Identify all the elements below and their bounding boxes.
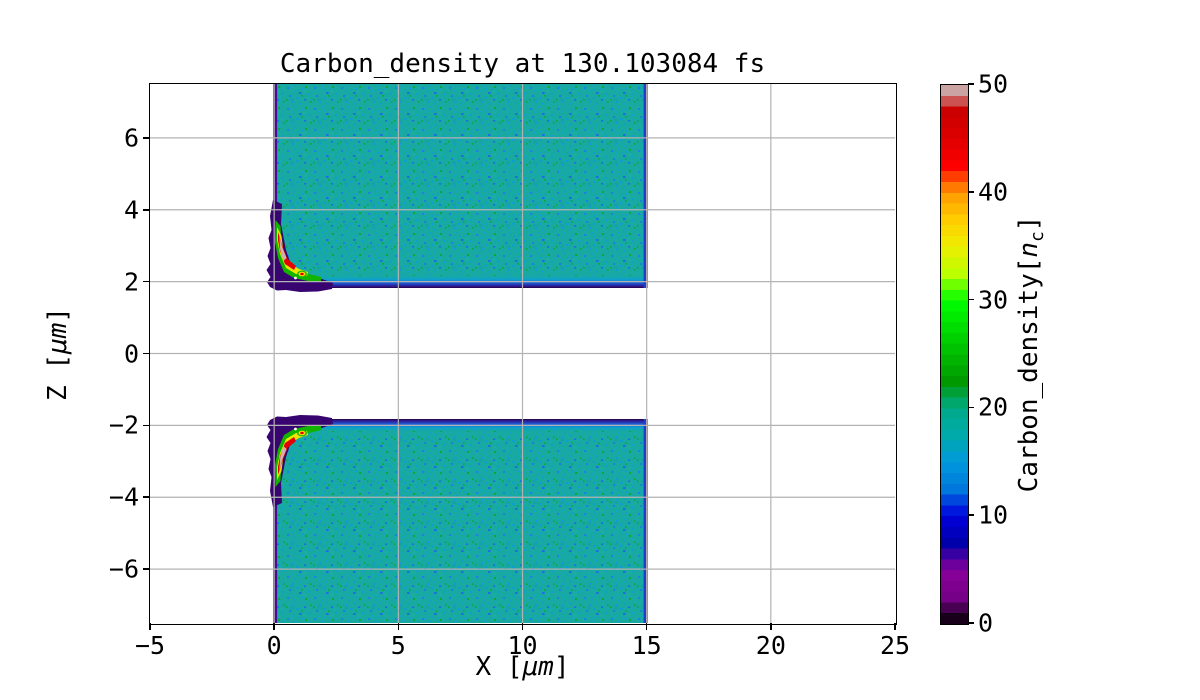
x-tick-mark [397, 623, 400, 630]
x-tick-mark [521, 623, 524, 630]
x-axis-label: X [μm] [475, 652, 570, 682]
y-tick-label: −2 [108, 410, 139, 440]
upper-slab-front-edge [274, 84, 278, 288]
y-tick-mark [143, 280, 150, 283]
colorbar-tick-label: 50 [978, 69, 1009, 99]
colorbar-tick-mark [968, 622, 974, 624]
colorbar-tick-mark [968, 191, 974, 193]
y-tick-label: 6 [123, 123, 139, 153]
x-tick-label: 20 [755, 631, 786, 660]
upper-slab-region [266, 84, 648, 292]
colorbar-tick-mark [968, 83, 974, 85]
colorbar-label: Carbon_density[nc] [1014, 215, 1049, 493]
colorbar [940, 84, 969, 625]
chart-title: Carbon_density at 130.103084 fs [279, 49, 766, 79]
x-tick-label: 10 [507, 631, 538, 660]
x-tick-mark [645, 623, 648, 630]
y-tick-mark [143, 496, 150, 498]
y-tick-label: 2 [123, 267, 139, 297]
y-axis-label: Z [μm] [43, 307, 73, 401]
gridlines [150, 84, 895, 623]
x-tick-label: 25 [879, 631, 911, 660]
x-tick-label: 0 [266, 631, 282, 660]
colorbar-tick-mark [968, 406, 974, 409]
x-tick-label: −5 [134, 631, 166, 660]
colorbar-tick-label: 30 [978, 285, 1009, 315]
y-tick-label: −4 [108, 482, 139, 512]
y-tick-label: 4 [123, 195, 139, 225]
x-tick-label: 5 [390, 631, 406, 660]
x-tick-mark [149, 623, 151, 630]
y-tick-mark [143, 137, 150, 139]
upper-corner-hotspot [266, 200, 333, 292]
y-tick-mark [143, 424, 150, 427]
upper-slab-body [274, 84, 647, 288]
heatmap-plot-area [150, 84, 895, 623]
y-tick-mark [143, 209, 150, 211]
colorbar-tick-label: 20 [978, 392, 1009, 422]
colorbar-tick-label: 40 [978, 177, 1009, 207]
y-tick-mark [143, 568, 150, 570]
x-tick-mark [770, 623, 772, 630]
upper-slab-back-edge-inner [643, 84, 646, 288]
colorbar-tick-label: 0 [978, 608, 994, 638]
x-tick-mark [894, 623, 896, 630]
colorbar-tick-mark [968, 514, 974, 516]
colorbar-tick-mark [968, 298, 974, 301]
y-tick-mark [143, 352, 150, 355]
colorbar-tick-label: 10 [978, 500, 1009, 530]
y-tick-label: 0 [123, 339, 139, 368]
x-tick-label: 15 [631, 631, 662, 660]
lower-slab-region [266, 415, 648, 623]
y-tick-label: −6 [108, 554, 139, 584]
x-tick-mark [273, 623, 275, 630]
